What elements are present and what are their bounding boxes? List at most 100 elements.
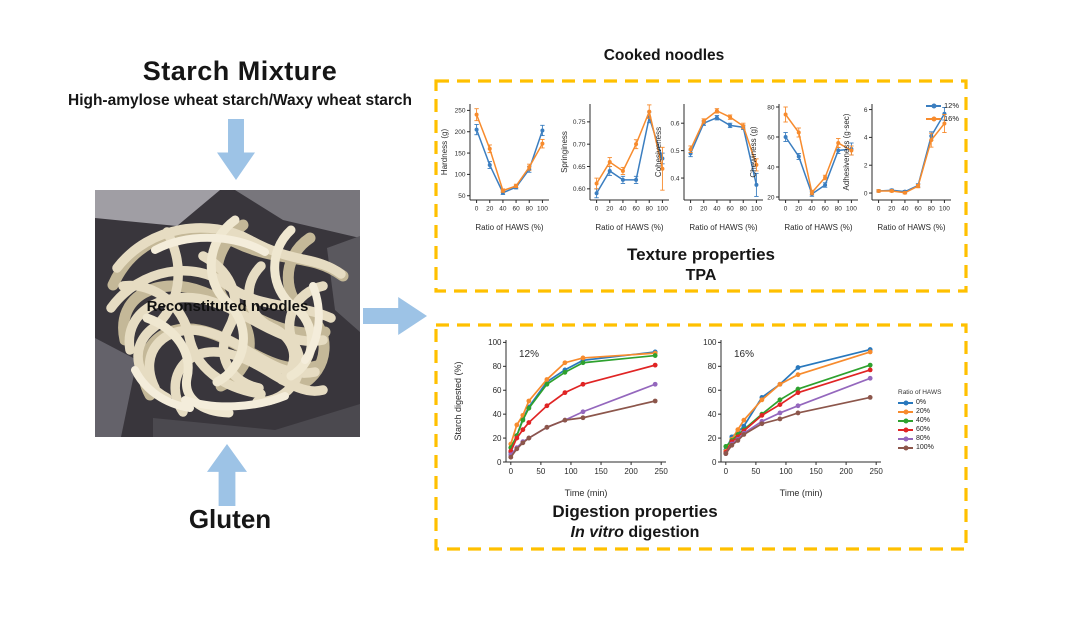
svg-text:50: 50 (751, 467, 760, 476)
svg-text:Time (min): Time (min) (565, 488, 608, 498)
legend-entry: 0% (898, 399, 941, 406)
svg-text:60: 60 (821, 206, 829, 213)
svg-text:20: 20 (795, 206, 803, 213)
svg-text:Hardness (g): Hardness (g) (440, 129, 449, 176)
svg-text:20: 20 (708, 434, 717, 443)
invitro-italic: In vitro (570, 524, 624, 541)
digestion-caption: Digestion properties (552, 502, 718, 521)
svg-text:150: 150 (594, 467, 608, 476)
legend-entry: 60% (898, 426, 941, 433)
svg-text:60: 60 (632, 206, 640, 213)
svg-text:40: 40 (619, 206, 627, 213)
svg-text:20: 20 (700, 206, 708, 213)
down-arrow-icon (217, 119, 255, 180)
cooked-noodles-title: Cooked noodles (603, 47, 725, 64)
svg-text:0.4: 0.4 (670, 175, 679, 182)
svg-text:40: 40 (901, 206, 909, 213)
svg-text:0: 0 (724, 467, 729, 476)
noodles-image (95, 190, 360, 437)
svg-text:40: 40 (713, 206, 721, 213)
texture-caption: Texture properties (626, 245, 775, 264)
svg-text:Adhesiveness (g·sec): Adhesiveness (g·sec) (842, 113, 851, 190)
svg-text:0: 0 (475, 206, 479, 213)
texture-panel-border (434, 79, 968, 293)
svg-text:4: 4 (864, 135, 868, 142)
svg-text:100: 100 (488, 338, 502, 347)
svg-text:0.5: 0.5 (670, 148, 679, 155)
starch-mixture-title: Starch Mixture (142, 56, 338, 86)
svg-text:16%: 16% (734, 349, 754, 360)
svg-text:20: 20 (606, 206, 614, 213)
svg-text:60: 60 (767, 134, 775, 141)
svg-text:80: 80 (526, 206, 534, 213)
svg-text:20: 20 (493, 434, 502, 443)
svg-text:100: 100 (779, 467, 793, 476)
digestion-legend: Ratio of HAWS 0% 20% 40% 60% 80% 100% (898, 389, 941, 451)
svg-text:0: 0 (497, 458, 502, 467)
svg-text:60: 60 (708, 386, 717, 395)
svg-text:20: 20 (888, 206, 896, 213)
legend-entry: 100% (898, 444, 941, 451)
svg-text:2: 2 (864, 162, 868, 169)
svg-text:6: 6 (864, 107, 868, 114)
svg-text:Starch digested (%): Starch digested (%) (453, 361, 463, 440)
svg-text:Springiness: Springiness (560, 131, 569, 173)
tpa-caption: TPA (685, 267, 717, 284)
invitro-rest: digestion (623, 524, 700, 541)
legend-entry: 16% (926, 114, 959, 123)
svg-text:20: 20 (486, 206, 494, 213)
svg-text:60: 60 (493, 386, 502, 395)
legend-entry: 40% (898, 417, 941, 424)
invitro-caption: In vitro digestion (435, 524, 835, 542)
svg-text:0.70: 0.70 (573, 141, 586, 148)
svg-text:80: 80 (708, 362, 717, 371)
svg-text:0: 0 (509, 467, 514, 476)
svg-text:250: 250 (455, 108, 466, 115)
svg-text:0: 0 (595, 206, 599, 213)
svg-text:12%: 12% (519, 349, 539, 360)
svg-text:80: 80 (493, 362, 502, 371)
svg-text:Ratio of HAWS (%): Ratio of HAWS (%) (595, 223, 663, 232)
svg-text:0.75: 0.75 (573, 119, 586, 126)
chart-digestion-12: 0 20 40 60 80 100 0 50 100 150 200 250 Time (min) Sta… (453, 338, 669, 498)
digestion-panel-border (434, 323, 968, 551)
chart-springiness: 0.60 0.65 0.70 0.75 0 20 40 60 80 100 Ratio of HAW… (560, 104, 669, 232)
svg-text:80: 80 (835, 206, 843, 213)
starch-mixture-subtitle: High-amylose wheat starch/Waxy wheat sta… (68, 92, 412, 109)
svg-text:50: 50 (536, 467, 545, 476)
svg-text:Ratio of HAWS (%): Ratio of HAWS (%) (784, 223, 852, 232)
svg-text:150: 150 (809, 467, 823, 476)
gluten-label: Gluten (188, 504, 272, 534)
svg-text:80: 80 (740, 206, 748, 213)
svg-text:80: 80 (646, 206, 654, 213)
svg-text:0.65: 0.65 (573, 164, 586, 171)
svg-text:40: 40 (767, 164, 775, 171)
svg-text:100: 100 (939, 206, 950, 213)
texture-legend: 12% 16% (926, 101, 959, 123)
svg-text:40: 40 (808, 206, 816, 213)
photo-label: Reconstituted noodles (146, 298, 309, 315)
svg-text:100: 100 (657, 206, 668, 213)
svg-text:50: 50 (458, 193, 466, 200)
svg-text:60: 60 (726, 206, 734, 213)
chart-digestion-16: 0 20 40 60 80 100 0 50 100 150 200 250 Time (min) 16% (703, 338, 883, 498)
legend-entry: 80% (898, 435, 941, 442)
svg-text:100: 100 (455, 172, 466, 179)
svg-text:0.6: 0.6 (670, 120, 679, 127)
svg-text:250: 250 (655, 467, 669, 476)
svg-text:20: 20 (767, 194, 775, 201)
legend-entry: 12% (926, 101, 959, 110)
svg-text:200: 200 (839, 467, 853, 476)
svg-text:200: 200 (624, 467, 638, 476)
svg-text:60: 60 (512, 206, 520, 213)
svg-text:100: 100 (703, 338, 717, 347)
svg-text:100: 100 (564, 467, 578, 476)
svg-text:Chewiness (g): Chewiness (g) (749, 126, 758, 177)
noodles-photo: Reconstituted noodles (95, 190, 360, 437)
svg-text:40: 40 (499, 206, 507, 213)
svg-text:150: 150 (455, 150, 466, 157)
legend-entry: 20% (898, 408, 941, 415)
